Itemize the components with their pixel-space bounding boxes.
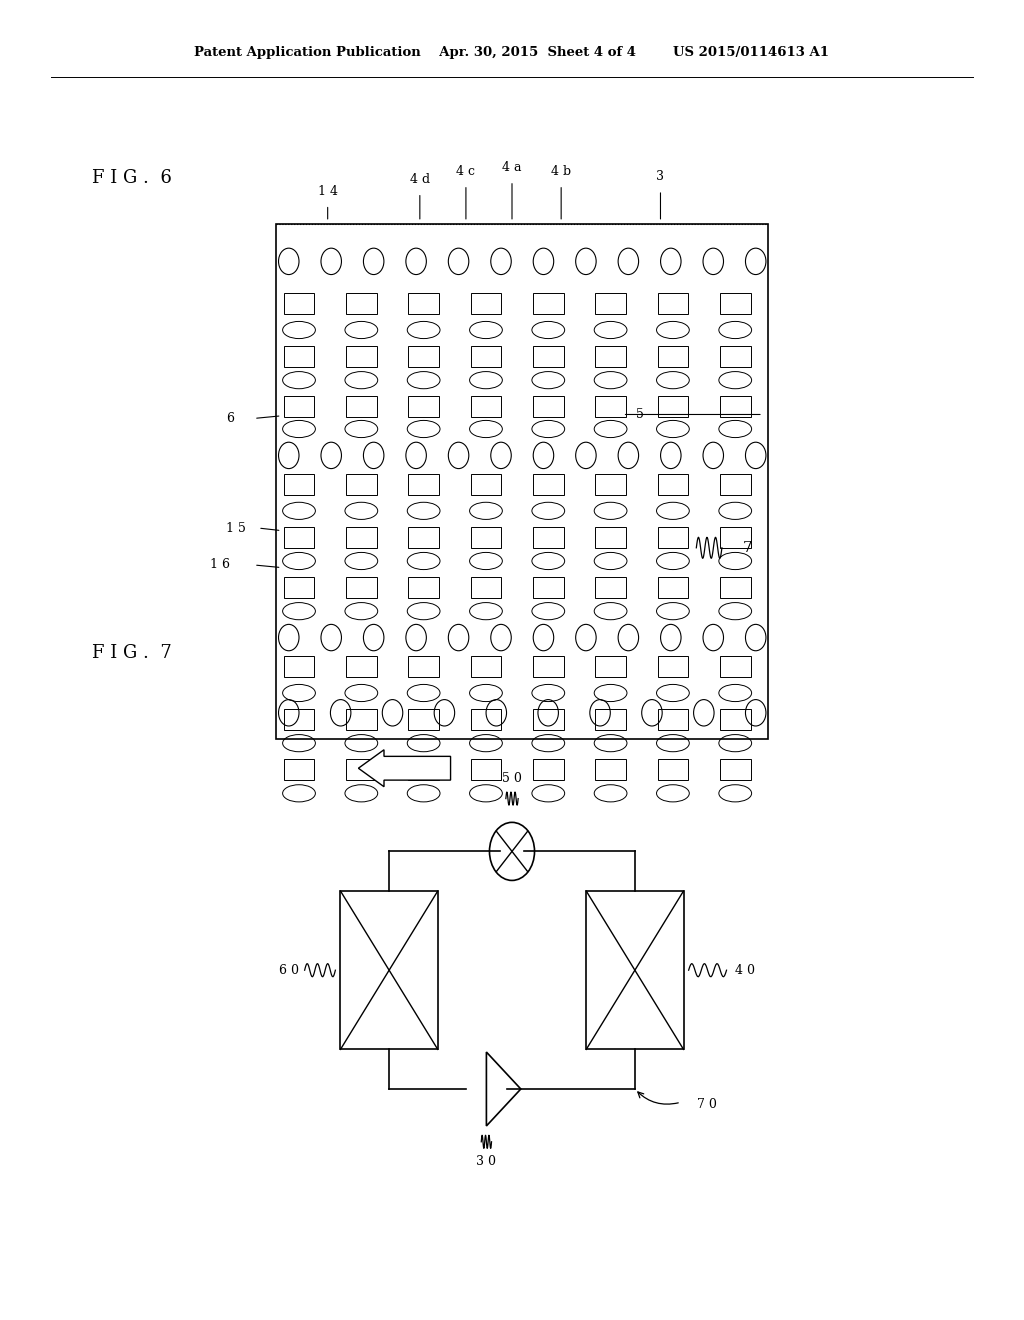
Text: 4 c: 4 c xyxy=(457,165,475,178)
Bar xyxy=(657,759,688,780)
Text: 3 0: 3 0 xyxy=(476,1155,497,1168)
Bar xyxy=(532,346,563,367)
Bar xyxy=(471,527,502,548)
Bar xyxy=(657,656,688,677)
Bar xyxy=(471,293,502,314)
Bar xyxy=(657,474,688,495)
Bar xyxy=(720,293,751,314)
Bar xyxy=(720,396,751,417)
Bar xyxy=(720,527,751,548)
Bar xyxy=(346,577,377,598)
Bar xyxy=(409,293,439,314)
FancyArrow shape xyxy=(358,750,451,787)
Bar xyxy=(409,474,439,495)
Bar xyxy=(532,709,563,730)
Bar xyxy=(276,224,768,739)
Bar xyxy=(346,474,377,495)
Bar xyxy=(532,577,563,598)
Bar xyxy=(595,656,626,677)
Bar xyxy=(657,577,688,598)
Bar xyxy=(409,709,439,730)
Bar xyxy=(340,891,438,1049)
Bar xyxy=(657,527,688,548)
Bar xyxy=(471,709,502,730)
Bar xyxy=(409,346,439,367)
Text: Patent Application Publication    Apr. 30, 2015  Sheet 4 of 4        US 2015/011: Patent Application Publication Apr. 30, … xyxy=(195,46,829,59)
Bar xyxy=(409,396,439,417)
Bar xyxy=(595,527,626,548)
Bar xyxy=(284,527,314,548)
Text: 5: 5 xyxy=(636,408,644,421)
Bar xyxy=(532,656,563,677)
Bar xyxy=(657,293,688,314)
Bar xyxy=(657,396,688,417)
Bar xyxy=(346,656,377,677)
Bar xyxy=(657,709,688,730)
Text: F I G .  6: F I G . 6 xyxy=(92,169,172,187)
Text: 1 5: 1 5 xyxy=(225,521,246,535)
Bar xyxy=(346,759,377,780)
Bar xyxy=(720,656,751,677)
Text: 3: 3 xyxy=(656,170,665,183)
Bar xyxy=(532,396,563,417)
Text: 7: 7 xyxy=(742,541,753,554)
Bar xyxy=(471,474,502,495)
Text: 7 0: 7 0 xyxy=(696,1098,717,1111)
Text: 4 d: 4 d xyxy=(410,173,430,186)
Bar xyxy=(409,656,439,677)
Bar xyxy=(657,346,688,367)
Bar xyxy=(346,527,377,548)
Text: 1 6: 1 6 xyxy=(210,558,230,572)
Bar xyxy=(532,759,563,780)
Bar xyxy=(720,346,751,367)
Bar xyxy=(284,396,314,417)
Bar xyxy=(586,891,684,1049)
Bar xyxy=(532,527,563,548)
Bar xyxy=(284,709,314,730)
Bar xyxy=(471,346,502,367)
Bar xyxy=(409,759,439,780)
Bar xyxy=(346,346,377,367)
Bar xyxy=(346,293,377,314)
Bar xyxy=(409,527,439,548)
Bar xyxy=(720,709,751,730)
Bar xyxy=(471,656,502,677)
Text: 6: 6 xyxy=(226,412,234,425)
Bar xyxy=(284,759,314,780)
Bar xyxy=(284,656,314,677)
Bar xyxy=(346,709,377,730)
Bar xyxy=(284,577,314,598)
Bar xyxy=(720,759,751,780)
Bar xyxy=(595,709,626,730)
Bar xyxy=(532,293,563,314)
Bar xyxy=(471,577,502,598)
Text: 4 a: 4 a xyxy=(502,161,522,174)
Text: 4 0: 4 0 xyxy=(735,964,755,977)
Bar xyxy=(720,474,751,495)
Text: F I G .  7: F I G . 7 xyxy=(92,644,172,663)
Bar xyxy=(284,346,314,367)
Text: 6 0: 6 0 xyxy=(280,964,299,977)
Bar xyxy=(284,474,314,495)
Bar xyxy=(595,759,626,780)
Bar xyxy=(284,293,314,314)
Bar xyxy=(595,346,626,367)
Text: 1 4: 1 4 xyxy=(317,185,338,198)
Bar xyxy=(595,396,626,417)
Bar xyxy=(409,577,439,598)
Bar xyxy=(595,293,626,314)
Text: 4 b: 4 b xyxy=(551,165,571,178)
Bar xyxy=(595,577,626,598)
Bar xyxy=(346,396,377,417)
Bar xyxy=(532,474,563,495)
Bar xyxy=(471,396,502,417)
Bar xyxy=(471,759,502,780)
Bar xyxy=(595,474,626,495)
Text: 5 0: 5 0 xyxy=(502,772,522,785)
Bar xyxy=(720,577,751,598)
